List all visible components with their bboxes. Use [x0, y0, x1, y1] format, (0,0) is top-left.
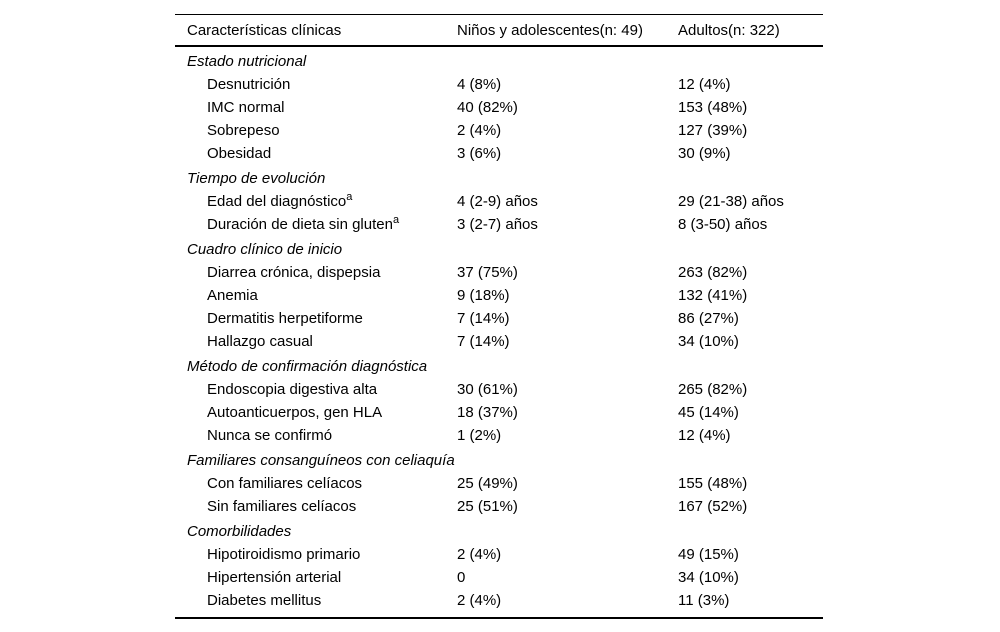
footnote-marker: a — [346, 191, 353, 203]
row-label: Nunca se confirmó — [207, 427, 333, 444]
value-children-adolescents: 2 (4%) — [457, 592, 502, 609]
row-label: Duración de dieta sin glutena — [207, 214, 400, 233]
value-adults: 153 (48%) — [678, 99, 748, 116]
value-children-adolescents: 37 (75%) — [457, 264, 518, 281]
table-row: Anemia 9 (18%) 132 (41%) — [175, 284, 823, 307]
header-children-adolescents: Niños y adolescentes(n: 49) — [457, 21, 643, 39]
row-label: Diarrea crónica, dispepsia — [207, 264, 381, 281]
table-row: Obesidad 3 (6%) 30 (9%) — [175, 142, 823, 165]
row-label: Desnutrición — [207, 76, 291, 93]
row-label: Sin familiares celíacos — [207, 498, 357, 515]
row-label: Endoscopia digestiva alta — [207, 381, 378, 398]
value-children-adolescents: 4 (8%) — [457, 76, 502, 93]
value-children-adolescents: 2 (4%) — [457, 546, 502, 563]
table-row: Sobrepeso 2 (4%) 127 (39%) — [175, 119, 823, 142]
section-title: Familiares consanguíneos con celiaquía — [187, 452, 455, 469]
value-children-adolescents: 1 (2%) — [457, 427, 502, 444]
clinical-characteristics-table: Características clínicas Niños y adolesc… — [175, 14, 823, 619]
value-adults: 265 (82%) — [678, 381, 748, 398]
table-row: Hipotiroidismo primario 2 (4%) 49 (15%) — [175, 543, 823, 566]
value-adults: 8 (3-50) años — [678, 216, 768, 233]
row-label: Edad del diagnósticoa — [207, 191, 353, 210]
table-row: Autoanticuerpos, gen HLA 18 (37%) 45 (14%) — [175, 401, 823, 424]
table-row: Desnutrición 4 (8%) 12 (4%) — [175, 73, 823, 96]
value-adults: 11 (3%) — [678, 592, 730, 609]
value-children-adolescents: 0 — [457, 569, 466, 586]
header-characteristics: Características clínicas — [187, 21, 342, 39]
row-label: Hallazgo casual — [207, 333, 313, 350]
footnote-marker: a — [392, 214, 400, 226]
table-row: Endoscopia digestiva alta 30 (61%) 265 (82… — [175, 378, 823, 401]
value-adults: 127 (39%) — [678, 122, 748, 139]
value-children-adolescents: 30 (61%) — [457, 381, 518, 398]
value-children-adolescents: 9 (18%) — [457, 287, 510, 304]
value-adults: 30 (9%) — [678, 145, 731, 162]
value-adults: 86 (27%) — [678, 310, 739, 327]
value-children-adolescents: 18 (37%) — [457, 404, 518, 421]
value-children-adolescents: 7 (14%) — [457, 333, 510, 350]
row-label: Sobrepeso — [207, 122, 280, 139]
table-row: Sin familiares celíacos 25 (51%) 167 (52%) — [175, 495, 823, 518]
row-label: Obesidad — [207, 145, 272, 162]
row-label: Dermatitis herpetiforme — [207, 310, 363, 327]
table-row: IMC normal 40 (82%) 153 (48%) — [175, 96, 823, 119]
row-label: Anemia — [207, 287, 258, 304]
table-row: Duración de dieta sin glutena 3 (2-7) año… — [175, 213, 823, 236]
value-adults: 34 (10%) — [678, 333, 739, 350]
value-adults: 49 (15%) — [678, 546, 739, 563]
table-row: Diabetes mellitus 2 (4%) 11 (3%) — [175, 589, 823, 612]
section-title: Comorbilidades — [187, 523, 292, 540]
section-title: Cuadro clínico de inicio — [187, 241, 343, 258]
row-label: Hipotiroidismo primario — [207, 546, 361, 563]
value-children-adolescents: 4 (2-9) años — [457, 193, 538, 210]
row-label: Con familiares celíacos — [207, 475, 363, 492]
row-label: Diabetes mellitus — [207, 592, 322, 609]
value-adults: 167 (52%) — [678, 498, 748, 515]
section-title: Estado nutricional — [187, 53, 307, 70]
value-children-adolescents: 25 (51%) — [457, 498, 518, 515]
value-children-adolescents: 2 (4%) — [457, 122, 502, 139]
value-adults: 132 (41%) — [678, 287, 748, 304]
table-row: Dermatitis herpetiforme 7 (14%) 86 (27%) — [175, 307, 823, 330]
row-label: IMC normal — [207, 99, 285, 116]
value-adults: 34 (10%) — [678, 569, 739, 586]
value-adults: 29 (21-38) años — [678, 193, 784, 210]
value-adults: 12 (4%) — [678, 76, 731, 93]
table-body: Estado nutricional Desnutrición 4 (8%) 12 (… — [175, 47, 823, 617]
table-row: Nunca se confirmó 1 (2%) 12 (4%) — [175, 424, 823, 447]
value-adults: 12 (4%) — [678, 427, 731, 444]
section-title: Tiempo de evolución — [187, 170, 326, 187]
header-adults: Adultos(n: 322) — [678, 21, 780, 39]
table-header-row: Características clínicas Niños y adolesc… — [175, 15, 823, 47]
value-children-adolescents: 7 (14%) — [457, 310, 510, 327]
table-row: Edad del diagnósticoa 4 (2-9) años 29 (21-… — [175, 190, 823, 213]
table-row: Con familiares celíacos 25 (49%) 155 (48%) — [175, 472, 823, 495]
value-adults: 155 (48%) — [678, 475, 748, 492]
value-adults: 45 (14%) — [678, 404, 739, 421]
value-children-adolescents: 3 (6%) — [457, 145, 502, 162]
row-label: Autoanticuerpos, gen HLA — [207, 404, 383, 421]
row-label: Hipertensión arterial — [207, 569, 342, 586]
section-title: Método de confirmación diagnóstica — [187, 358, 428, 375]
value-children-adolescents: 3 (2-7) años — [457, 216, 538, 233]
table-row: Hipertensión arterial 0 34 (10%) — [175, 566, 823, 589]
table-row: Hallazgo casual 7 (14%) 34 (10%) — [175, 330, 823, 353]
value-children-adolescents: 25 (49%) — [457, 475, 518, 492]
value-children-adolescents: 40 (82%) — [457, 99, 518, 116]
value-adults: 263 (82%) — [678, 264, 748, 281]
table-row: Diarrea crónica, dispepsia 37 (75%) 263 (8… — [175, 261, 823, 284]
